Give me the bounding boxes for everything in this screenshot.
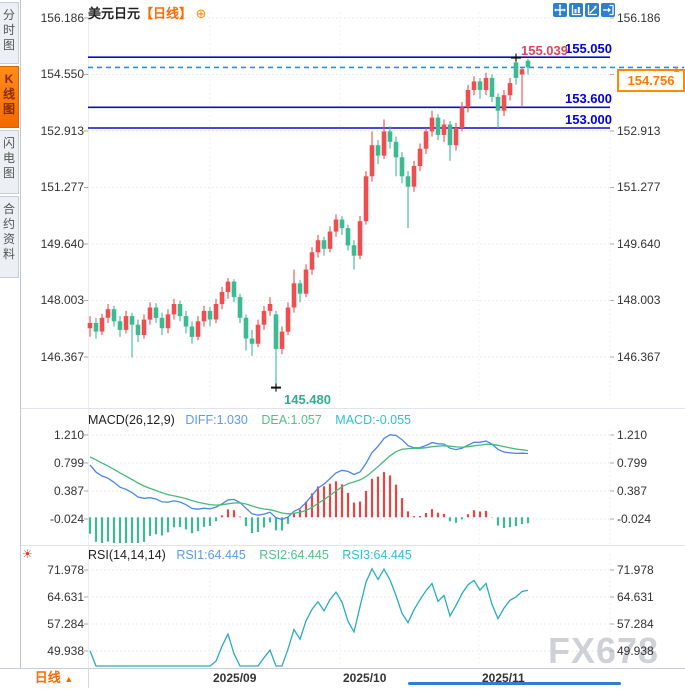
- period-arrow-icon: ▲: [64, 674, 74, 684]
- symbol-name: 美元日元: [88, 6, 141, 21]
- current-price-value: 154.756: [627, 73, 675, 89]
- price-axis-label-left: 149.640: [40, 236, 84, 251]
- price-axis-label-right: 151.277: [617, 180, 661, 195]
- draw-tool-icon[interactable]: [585, 3, 599, 17]
- price-axis-label-right: 149.640: [617, 236, 661, 251]
- period-label: 日线: [34, 670, 61, 685]
- macd-axis-label-left: -0.024: [49, 512, 84, 526]
- pan-icon[interactable]: [553, 3, 567, 17]
- rsi-axis-label-left: 49.938: [47, 644, 84, 658]
- macd-axis-label-right: 1.210: [617, 428, 648, 442]
- price-axis-label-left: 146.367: [40, 349, 84, 364]
- current-price-tag: 154.756 ▲: [617, 64, 685, 93]
- rsi-axis-label-left: 71.978: [47, 563, 84, 577]
- macd-axis-label-left: 1.210: [53, 428, 84, 442]
- levels-layer: [88, 56, 684, 129]
- sidebar-tab-lightning-chart[interactable]: 闪电图: [0, 130, 19, 194]
- chart-toolbar: [553, 3, 615, 17]
- rsi-axis-label-left: 57.284: [47, 617, 84, 631]
- fx678-watermark: FX678: [548, 630, 660, 671]
- sidebar-tab-candle-chart[interactable]: K线图: [0, 66, 19, 128]
- sidebar-tab-contract-info[interactable]: 合约资料: [0, 196, 19, 278]
- candles-layer: [87, 53, 531, 392]
- price-axis-label-left: 156.186: [40, 11, 84, 25]
- rsi-axis-label-right: 64.631: [617, 590, 654, 604]
- level-label-153600: 153.600: [565, 91, 612, 107]
- macd-axis-label-left: 0.387: [53, 484, 84, 498]
- indicator-settings-icon[interactable]: ☀: [22, 547, 33, 561]
- high-price-label: 155.039: [521, 42, 568, 58]
- price-axis-label-left: 152.913: [40, 123, 84, 138]
- macd-axis-label-right: -0.024: [617, 512, 652, 526]
- settings-icon[interactable]: ⊕: [195, 6, 207, 21]
- price-axis-label-right: 148.003: [617, 293, 661, 308]
- axis-scale-icon[interactable]: [569, 3, 583, 17]
- exit-icon[interactable]: [601, 3, 615, 17]
- price-axis-label-left: 148.003: [40, 293, 84, 308]
- level-label-153000: 153.000: [565, 111, 612, 127]
- level-label-155050: 155.050: [565, 41, 612, 57]
- macd-diff-value: DIFF:1.030: [185, 413, 248, 427]
- rsi-title: RSI(14,14,14): [88, 548, 166, 562]
- rsi-axis-label-right: 49.938: [617, 644, 654, 658]
- price-axis-label-right: 146.367: [617, 349, 661, 364]
- grid-layer: [84, 12, 614, 666]
- rsi-axis-label-left: 64.631: [47, 590, 84, 604]
- rsi-header: RSI(14,14,14) RSI1:64.445 RSI2:64.445 RS…: [88, 548, 412, 562]
- period-selector[interactable]: 日线 ▲: [20, 668, 89, 688]
- date-axis-label: 2025/11: [482, 671, 525, 685]
- rsi-axis-label-right: 57.284: [617, 617, 654, 631]
- price-axis-label-right: 156.186: [617, 11, 661, 25]
- macd-macd-value: MACD:-0.055: [335, 413, 412, 427]
- macd-layer: [88, 434, 530, 543]
- chart-scrollbar[interactable]: [408, 682, 621, 685]
- date-axis-label: 2025/09: [213, 671, 257, 685]
- chart-title: 美元日元【日线】 ⊕: [88, 3, 207, 22]
- rsi2-value: RSI2:64.445: [259, 548, 329, 562]
- price-axis-label-right: 152.913: [617, 123, 661, 138]
- price-axis-label-left: 154.550: [40, 67, 84, 82]
- macd-header: MACD(26,12,9) DIFF:1.030 DEA:1.057 MACD:…: [88, 413, 411, 427]
- rsi3-value: RSI3:64.445: [342, 548, 412, 562]
- rsi-layer: [89, 567, 529, 667]
- macd-axis-label-left: 0.799: [53, 456, 84, 470]
- axis-left-border: [88, 10, 89, 668]
- sidebar-tab-time-chart[interactable]: 分时图: [0, 2, 19, 64]
- macd-panel-separator: [20, 408, 685, 409]
- rsi-axis-label-right: 71.978: [617, 563, 654, 577]
- price-axis-label-left: 151.277: [40, 180, 84, 195]
- macd-axis-label-right: 0.387: [617, 484, 648, 498]
- low-price-label: 145.480: [284, 391, 331, 407]
- price-up-arrow-icon: ▲: [672, 64, 681, 75]
- period-tag: 【日线】: [140, 6, 193, 21]
- date-axis-label: 2025/10: [343, 671, 387, 685]
- rsi-panel-separator: [20, 545, 685, 546]
- left-sidebar: 分时图 K线图 闪电图 合约资料: [0, 0, 21, 688]
- macd-axis-label-right: 0.799: [617, 456, 648, 470]
- rsi1-value: RSI1:64.445: [176, 548, 246, 562]
- macd-title: MACD(26,12,9): [88, 413, 175, 427]
- macd-dea-value: DEA:1.057: [261, 413, 322, 427]
